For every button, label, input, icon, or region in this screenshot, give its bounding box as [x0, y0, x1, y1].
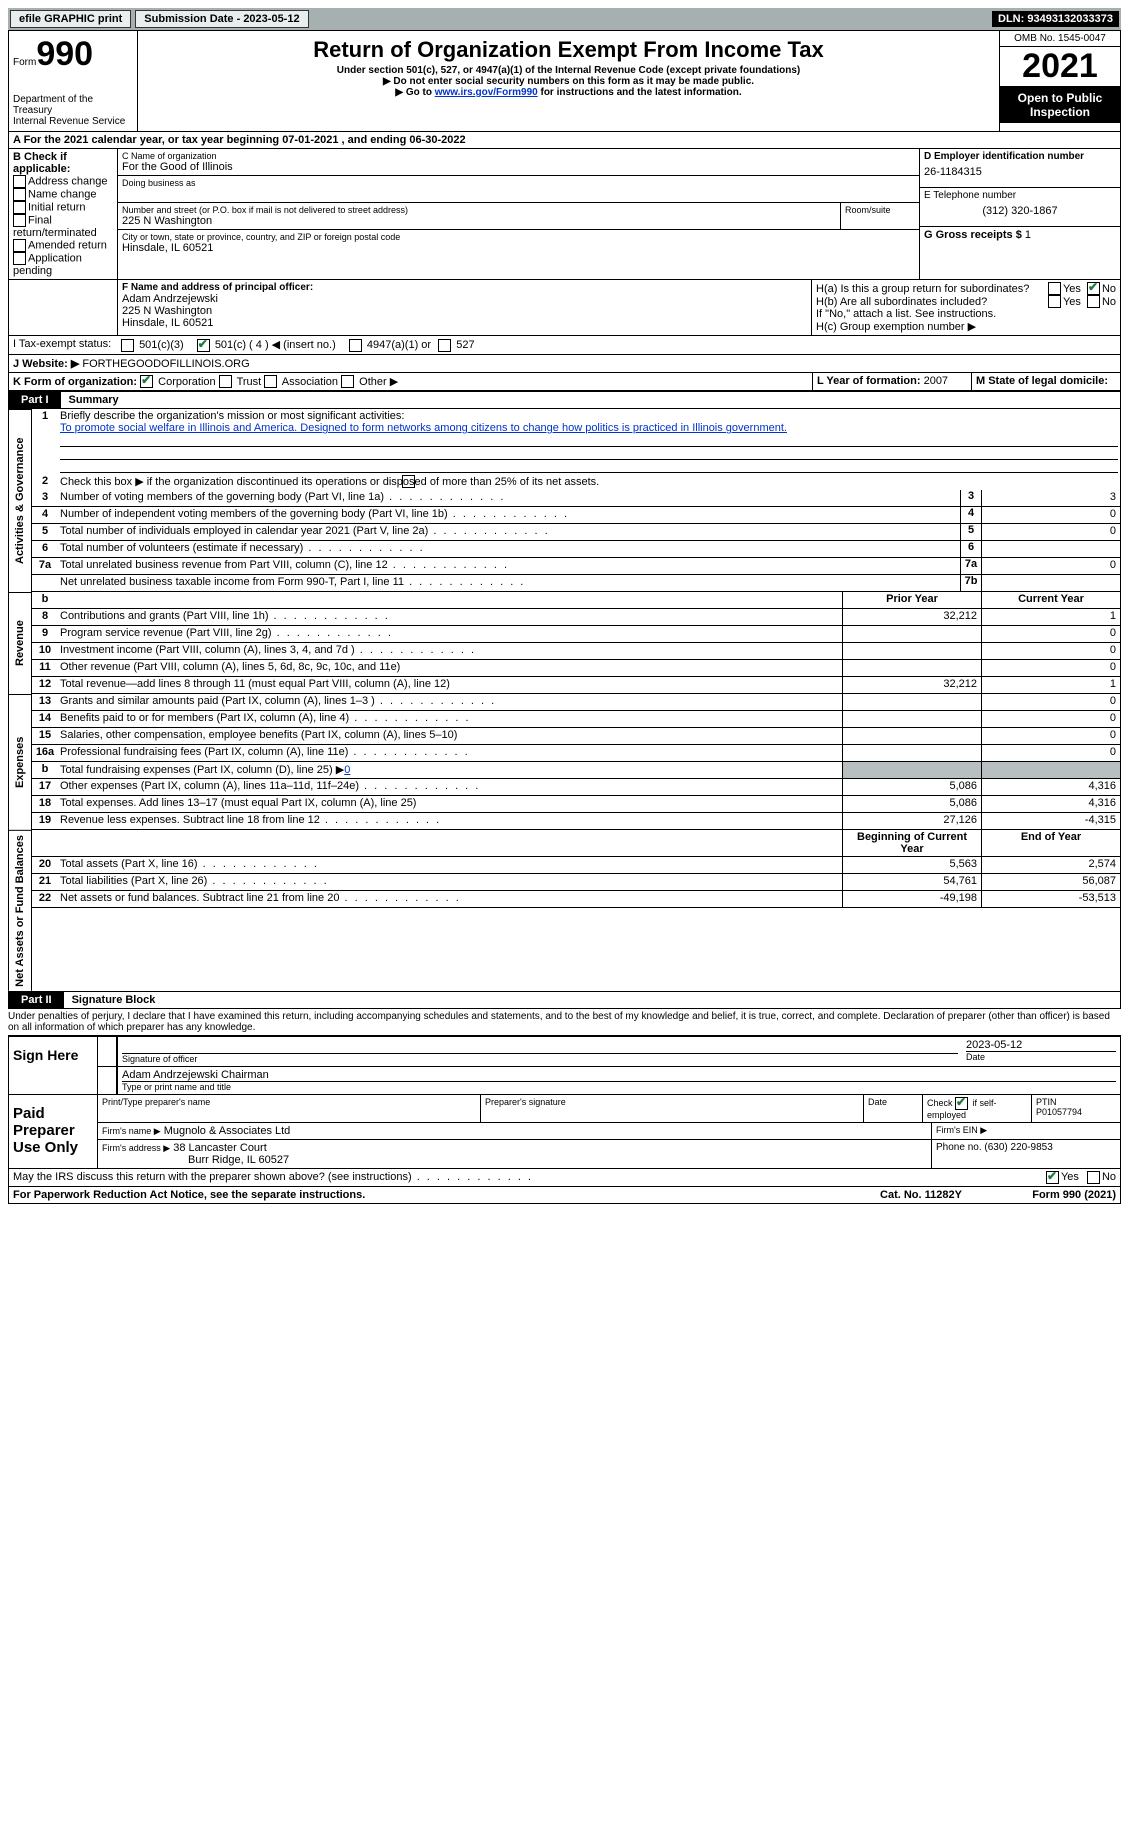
section-klm: K Form of organization: Corporation Trus… — [8, 373, 1121, 392]
b-opt: Name change — [13, 188, 113, 201]
ptin: P01057794 — [1036, 1107, 1116, 1117]
hb-label: H(b) Are all subordinates included? — [816, 296, 1048, 308]
dba-label: Doing business as — [122, 178, 915, 188]
section-i: I Tax-exempt status: 501(c)(3) 501(c) ( … — [8, 336, 1121, 355]
top-bar: efile GRAPHIC print Submission Date - 20… — [8, 8, 1121, 30]
dept-label: Department of the Treasury — [13, 94, 133, 116]
website: FORTHEGOODOFILLINOIS.ORG — [82, 358, 249, 370]
addr-label: Number and street (or P.O. box if mail i… — [122, 205, 836, 215]
hc-label: H(c) Group exemption number ▶ — [816, 320, 1116, 333]
vlabel-activities: Activities & Governance — [8, 409, 32, 592]
declaration: Under penalties of perjury, I declare th… — [8, 1009, 1121, 1036]
open-inspection: Open to Public Inspection — [1000, 87, 1120, 123]
sections-b-g: B Check if applicable: Address change Na… — [8, 149, 1121, 280]
efile-button[interactable]: efile GRAPHIC print — [10, 10, 131, 28]
officer-city: Hinsdale, IL 60521 — [122, 317, 807, 329]
ha-label: H(a) Is this a group return for subordin… — [816, 283, 1048, 295]
firm-addr2: Burr Ridge, IL 60527 — [188, 1154, 289, 1166]
officer-name: Adam Andrzejewski — [122, 293, 807, 305]
ein-value: 26-1184315 — [924, 166, 1116, 178]
dln-label: DLN: 93493132033373 — [992, 11, 1119, 27]
officer-addr: 225 N Washington — [122, 305, 807, 317]
org-city: Hinsdale, IL 60521 — [122, 242, 915, 254]
c-name-label: C Name of organization — [122, 151, 915, 161]
vlabel-expenses: Expenses — [8, 694, 32, 830]
city-label: City or town, state or province, country… — [122, 232, 915, 242]
ha-yes[interactable] — [1048, 282, 1061, 295]
sig-date: 2023-05-12 — [966, 1039, 1116, 1051]
subtitle-2: ▶ Do not enter social security numbers o… — [142, 76, 995, 87]
vlabel-revenue: Revenue — [8, 592, 32, 694]
gross-value: 1 — [1025, 229, 1031, 241]
firm-addr: 38 Lancaster Court — [173, 1142, 267, 1154]
room-label: Room/suite — [840, 203, 919, 229]
mission-text: To promote social welfare in Illinois an… — [60, 422, 787, 434]
b-opt: Amended return — [13, 239, 113, 252]
section-a: A For the 2021 calendar year, or tax yea… — [8, 132, 1121, 149]
paid-preparer-block: Paid Preparer Use Only Print/Type prepar… — [8, 1095, 1121, 1169]
b-opt: Address change — [13, 175, 113, 188]
ha-no[interactable] — [1087, 282, 1100, 295]
sign-here-block: Sign Here Signature of officer 2023-05-1… — [8, 1036, 1121, 1095]
irs-link[interactable]: www.irs.gov/Form990 — [435, 87, 538, 98]
omb-label: OMB No. 1545-0047 — [1000, 31, 1120, 47]
officer-sig-name: Adam Andrzejewski Chairman — [122, 1069, 1116, 1081]
section-j: J Website: ▶ FORTHEGOODOFILLINOIS.ORG — [8, 355, 1121, 373]
b-opt: Application pending — [13, 252, 113, 277]
sections-f-h: F Name and address of principal officer:… — [8, 280, 1121, 336]
irs-label: Internal Revenue Service — [13, 116, 133, 127]
firm-name: Mugnolo & Associates Ltd — [164, 1125, 291, 1137]
firm-phone: (630) 220-9853 — [984, 1142, 1052, 1153]
phone-value: (312) 320-1867 — [924, 205, 1116, 217]
form-header: Form990 Department of the Treasury Inter… — [8, 30, 1121, 132]
f-label: F Name and address of principal officer: — [122, 282, 807, 293]
submission-button[interactable]: Submission Date - 2023-05-12 — [135, 10, 308, 28]
b-opt: Initial return — [13, 201, 113, 214]
ein-label: D Employer identification number — [924, 151, 1116, 162]
form-label: Form990 — [13, 35, 133, 74]
vlabel-netassets: Net Assets or Fund Balances — [8, 830, 32, 991]
tax-year: 2021 — [1000, 47, 1120, 87]
b-label: B Check if applicable: — [13, 151, 113, 175]
form-title: Return of Organization Exempt From Incom… — [142, 37, 995, 63]
org-name: For the Good of Illinois — [122, 161, 915, 173]
b-opt: Final return/terminated — [13, 214, 113, 239]
netassets-section: Net Assets or Fund Balances Beginning of… — [8, 830, 1121, 991]
activities-section: Activities & Governance 1 Briefly descri… — [8, 409, 1121, 592]
part1-header: Part I Summary — [8, 391, 1121, 409]
may-discuss: May the IRS discuss this return with the… — [8, 1169, 1121, 1187]
org-address: 225 N Washington — [122, 215, 836, 227]
subtitle-3: ▶ Go to www.irs.gov/Form990 for instruct… — [142, 87, 995, 98]
phone-label: E Telephone number — [924, 190, 1116, 201]
hb2-label: If "No," attach a list. See instructions… — [816, 308, 1116, 320]
hb-no[interactable] — [1087, 295, 1100, 308]
revenue-section: Revenue bPrior YearCurrent Year 8Contrib… — [8, 592, 1121, 694]
expenses-section: Expenses 13Grants and similar amounts pa… — [8, 694, 1121, 830]
footer: For Paperwork Reduction Act Notice, see … — [8, 1187, 1121, 1204]
part2-header: Part II Signature Block — [8, 991, 1121, 1009]
hb-yes[interactable] — [1048, 295, 1061, 308]
gross-label: G Gross receipts $ — [924, 229, 1022, 241]
subtitle-1: Under section 501(c), 527, or 4947(a)(1)… — [142, 65, 995, 76]
